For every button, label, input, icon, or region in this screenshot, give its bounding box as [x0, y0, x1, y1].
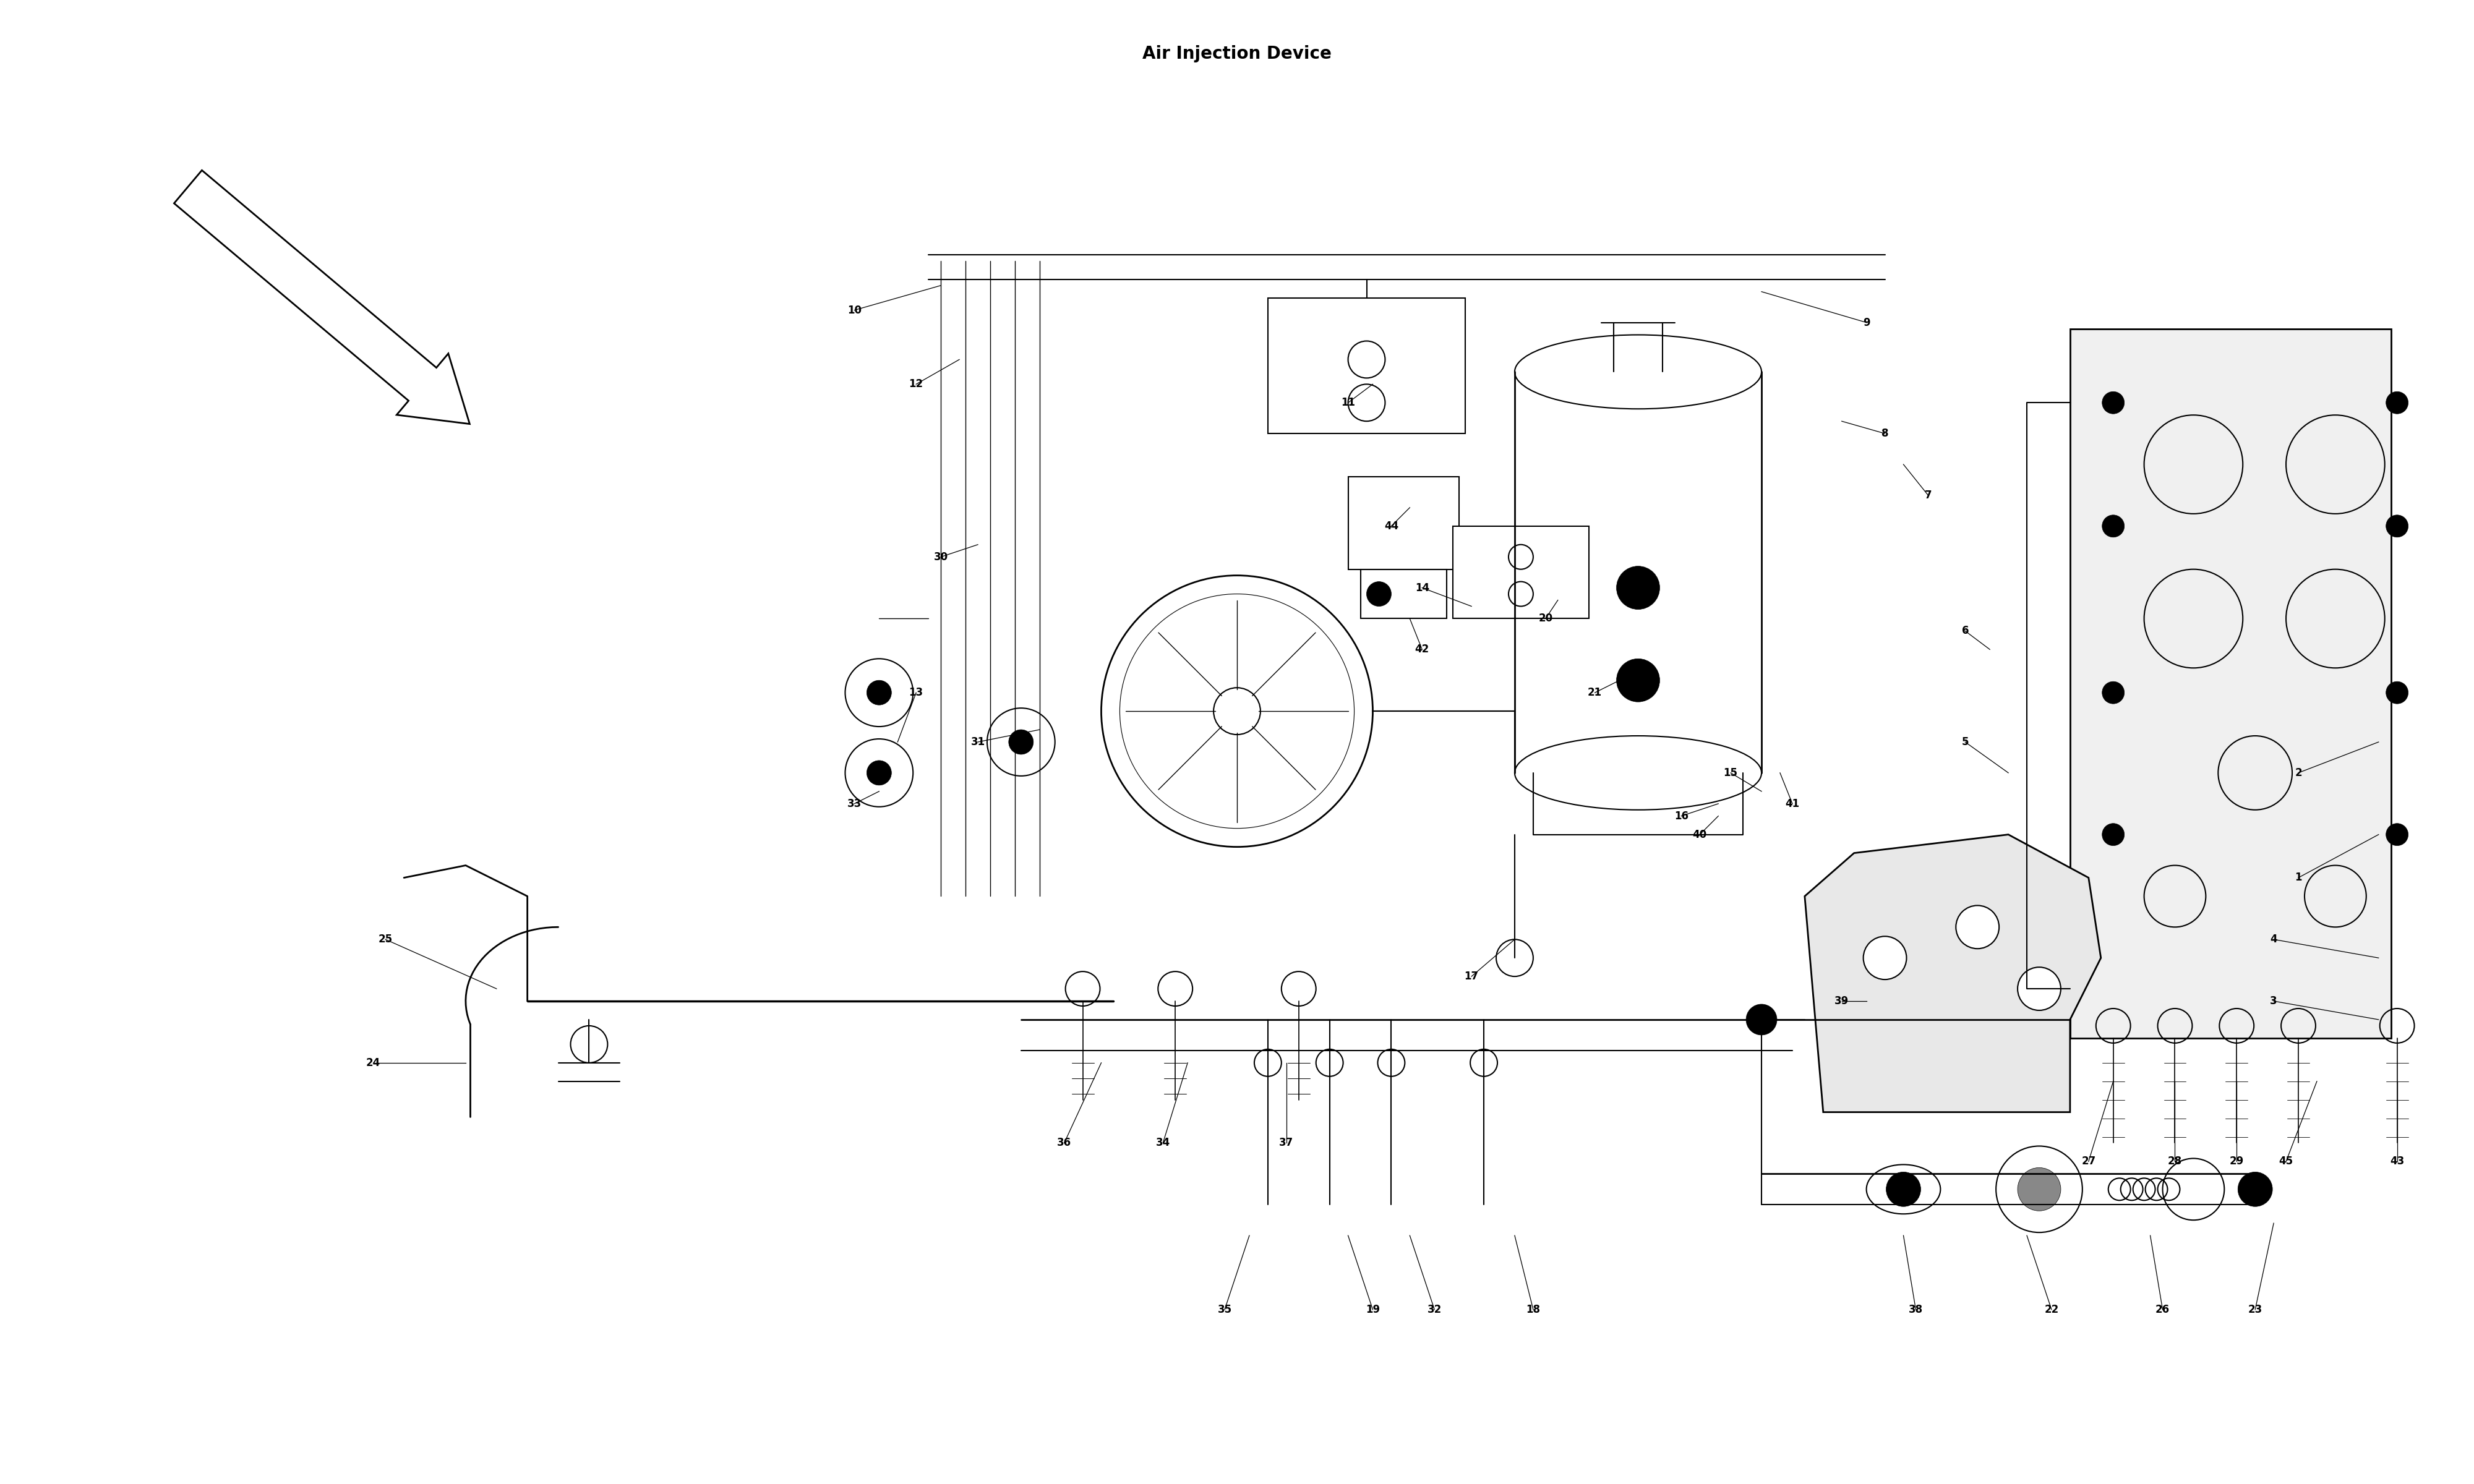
Text: 6: 6: [1962, 625, 1969, 637]
Text: 20: 20: [1539, 613, 1554, 625]
Circle shape: [846, 659, 913, 727]
Bar: [1452, 527, 1588, 619]
Text: 19: 19: [1366, 1304, 1380, 1315]
Text: 41: 41: [1786, 798, 1799, 809]
Circle shape: [2019, 968, 2061, 1011]
Circle shape: [2103, 392, 2125, 414]
Circle shape: [987, 708, 1054, 776]
Circle shape: [1885, 1172, 1920, 1206]
Circle shape: [2385, 392, 2407, 414]
Circle shape: [1747, 1005, 1776, 1034]
Text: 21: 21: [1588, 687, 1603, 697]
Text: 4: 4: [2271, 933, 2276, 945]
Text: 10: 10: [846, 304, 861, 316]
Text: 5: 5: [1962, 736, 1969, 748]
Text: 25: 25: [379, 933, 393, 945]
Polygon shape: [1804, 834, 2100, 1112]
Circle shape: [2019, 1168, 2061, 1211]
Text: 8: 8: [1880, 427, 1888, 439]
Text: 30: 30: [933, 552, 948, 562]
Text: 3: 3: [2271, 996, 2276, 1006]
Text: 27: 27: [2081, 1156, 2095, 1166]
Circle shape: [1009, 730, 1034, 754]
Circle shape: [2385, 681, 2407, 703]
Text: 32: 32: [1427, 1304, 1442, 1315]
Circle shape: [1863, 936, 1907, 979]
Circle shape: [866, 760, 891, 785]
Circle shape: [846, 739, 913, 807]
Text: 13: 13: [908, 687, 923, 697]
Text: 24: 24: [366, 1057, 381, 1068]
Text: 38: 38: [1907, 1304, 1922, 1315]
Circle shape: [2103, 515, 2125, 537]
Text: 17: 17: [1465, 971, 1479, 982]
Text: 37: 37: [1279, 1137, 1294, 1149]
Text: 11: 11: [1341, 398, 1356, 408]
Text: 44: 44: [1383, 521, 1398, 531]
Circle shape: [1616, 567, 1660, 610]
Bar: [1348, 476, 1460, 570]
Text: 39: 39: [1836, 996, 1848, 1006]
Text: 7: 7: [1925, 490, 1932, 500]
Bar: [2071, 328, 2390, 1039]
Text: 9: 9: [1863, 318, 1870, 328]
Text: 40: 40: [1692, 830, 1707, 840]
Text: 2: 2: [2296, 767, 2301, 779]
FancyArrow shape: [173, 171, 470, 424]
Text: 18: 18: [1526, 1304, 1541, 1315]
Text: 22: 22: [2044, 1304, 2058, 1315]
Text: 29: 29: [2229, 1156, 2244, 1166]
Text: 28: 28: [2167, 1156, 2182, 1166]
Text: 1: 1: [2296, 873, 2301, 883]
Circle shape: [1366, 582, 1390, 607]
Bar: [1267, 298, 1465, 433]
Ellipse shape: [1865, 1165, 1940, 1214]
Text: 43: 43: [2390, 1156, 2405, 1166]
Ellipse shape: [1514, 335, 1761, 410]
Circle shape: [2385, 515, 2407, 537]
Text: 15: 15: [1724, 767, 1737, 779]
Circle shape: [866, 680, 891, 705]
Text: 16: 16: [1675, 810, 1687, 822]
Circle shape: [1957, 905, 1999, 948]
Text: 45: 45: [2279, 1156, 2293, 1166]
Text: Air Injection Device: Air Injection Device: [1143, 45, 1331, 62]
Text: 35: 35: [1217, 1304, 1232, 1315]
Ellipse shape: [1514, 736, 1761, 810]
Text: 23: 23: [2249, 1304, 2261, 1315]
Text: 31: 31: [970, 736, 985, 748]
Circle shape: [2385, 824, 2407, 846]
Text: 34: 34: [1155, 1137, 1170, 1149]
Circle shape: [2239, 1172, 2274, 1206]
Text: 12: 12: [908, 378, 923, 390]
Text: 36: 36: [1056, 1137, 1071, 1149]
Circle shape: [1616, 659, 1660, 702]
Text: 26: 26: [2155, 1304, 2170, 1315]
Text: 33: 33: [846, 798, 861, 809]
Bar: [1361, 570, 1447, 619]
Circle shape: [2103, 681, 2125, 703]
Circle shape: [2103, 824, 2125, 846]
Circle shape: [1101, 576, 1373, 847]
Text: 14: 14: [1415, 582, 1430, 594]
Text: 42: 42: [1415, 644, 1430, 654]
